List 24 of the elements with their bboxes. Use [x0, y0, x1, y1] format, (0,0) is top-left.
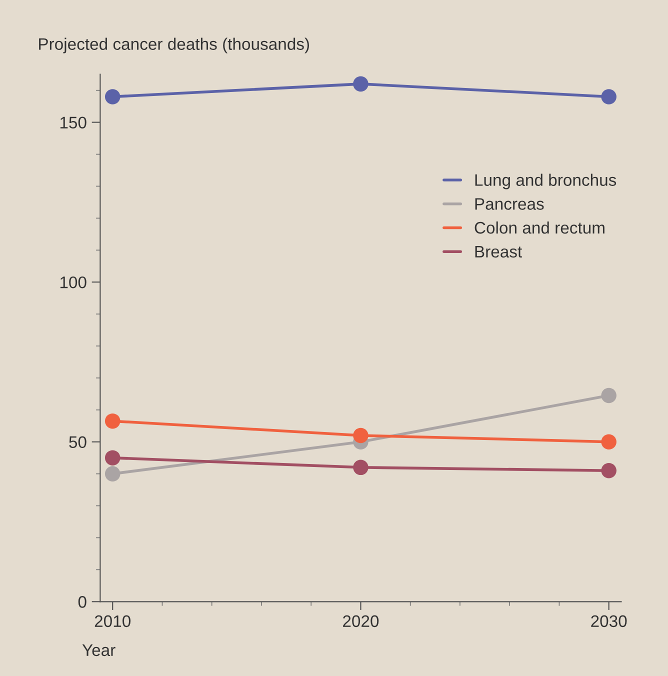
y-axis-title: Projected cancer deaths (thousands)	[39, 38, 310, 54]
point	[601, 388, 616, 404]
y-tick-label: 50	[69, 436, 86, 448]
y-tick-label: 0	[78, 596, 86, 608]
x-axis-title: Year	[82, 644, 116, 656]
legend-label: Colon and rectum	[474, 221, 604, 234]
legend-label: Pancreas	[475, 198, 544, 210]
y-tick-label: 100	[60, 276, 86, 288]
point	[353, 428, 368, 444]
legend-label: Lung and bronchus	[475, 174, 616, 190]
point	[601, 462, 616, 478]
point	[104, 450, 120, 466]
x-tick-label: 2010	[94, 615, 130, 628]
point	[353, 460, 368, 476]
point	[353, 76, 368, 92]
y-tick-label: 150	[60, 116, 86, 128]
x-tick-label: 2020	[343, 615, 379, 628]
point	[104, 89, 120, 104]
point	[601, 89, 616, 104]
point	[104, 413, 120, 429]
x-tick-label: 2030	[591, 615, 627, 628]
legend-label: Breast	[475, 246, 522, 258]
point	[601, 434, 616, 450]
point	[104, 466, 120, 482]
